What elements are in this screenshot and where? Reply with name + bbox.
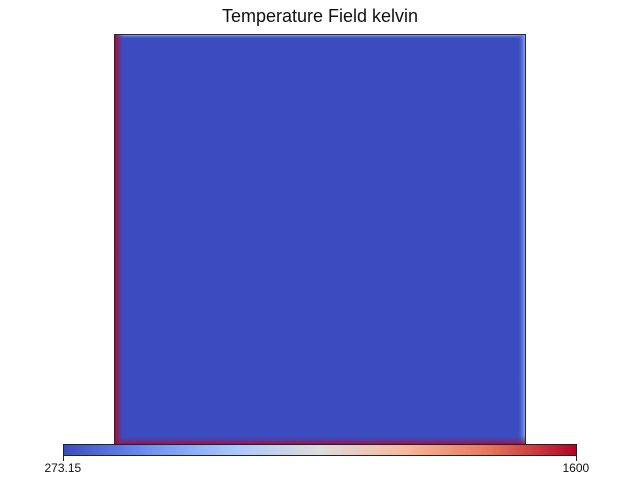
chart-title: Temperature Field kelvin bbox=[221, 6, 419, 26]
colorbar bbox=[63, 444, 577, 456]
temperature-field-svg bbox=[115, 35, 525, 445]
colorbar-min-label: 273.15 bbox=[44, 461, 82, 475]
colorbar-min-tick bbox=[63, 456, 64, 461]
colorbar-max-label: 1600 bbox=[562, 461, 590, 475]
field-right-boundary bbox=[517, 35, 525, 445]
field-left-boundary bbox=[115, 35, 125, 445]
field-top-boundary bbox=[115, 35, 525, 39]
temperature-field bbox=[114, 34, 526, 446]
colorbar-max-tick bbox=[576, 456, 577, 461]
field-interior bbox=[115, 35, 525, 445]
field-bottom-boundary bbox=[115, 435, 525, 445]
